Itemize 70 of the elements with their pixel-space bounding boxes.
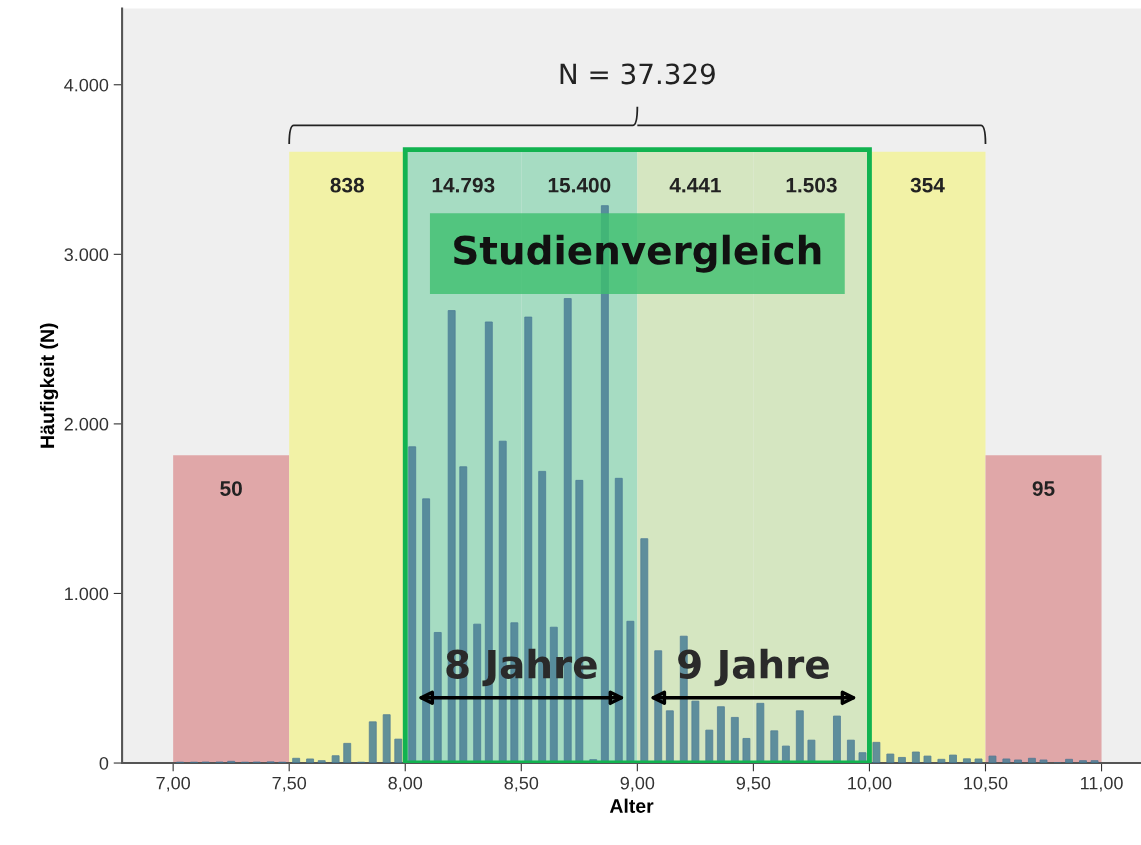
bar [691,700,700,764]
bar [1090,760,1099,764]
annotation: Studienvergleich [454,234,821,273]
bar [1028,757,1036,764]
bar [343,742,352,764]
x-tick-label: 10,50 [964,776,1008,792]
bar [614,477,623,764]
x-tick-label: 9,50 [736,776,771,792]
x-tick-label: 11,00 [1081,776,1123,792]
bar [937,758,946,764]
bar [872,741,881,764]
x-tick-label: 8,50 [504,776,539,792]
bar [949,754,957,764]
bar [886,753,895,764]
bar [717,706,725,764]
bar [988,755,997,764]
bar [923,755,932,764]
band-label: 95 [1032,481,1055,496]
bar [730,717,739,764]
band-label: 1.503 [786,177,837,193]
bar [1002,758,1011,764]
bar [756,702,765,764]
bar [833,715,841,764]
y-tick-label: 0 [99,756,109,770]
x-tick-label: 9,00 [620,776,655,792]
bar [795,710,804,764]
bar [770,730,779,764]
bar [807,739,816,764]
bar [306,758,314,764]
band-label: 354 [910,177,945,193]
y-tick-label: 2.000 [64,417,109,431]
bar [742,738,751,764]
bar [665,710,674,764]
bar [963,758,971,764]
bar [331,755,340,764]
bar [898,757,906,764]
bar [317,760,326,764]
x-tick-label: 10,00 [848,776,892,792]
y-tick-label: 4.000 [64,78,109,92]
bar [1014,759,1022,764]
bar [974,758,983,764]
bar [382,714,391,764]
bar [640,538,649,764]
y-tick-label: 1.000 [65,587,109,601]
bar [422,498,431,764]
bar [408,446,417,764]
bar [846,739,855,764]
band-label: 4.441 [669,178,721,193]
bar [473,623,482,764]
bar [1079,760,1087,764]
y-tick-label: 3.000 [64,248,109,262]
bar [626,620,635,764]
y-axis-title: Häufigkeit (N) [39,323,59,448]
bar [1065,758,1073,764]
bar [394,738,403,764]
bar [1039,759,1048,764]
x-axis-title: Alter [609,798,654,813]
x-tick-label: 7,50 [272,776,307,792]
bar [433,632,442,764]
band-label: 15.400 [548,177,611,193]
band-label: 14.793 [432,177,495,193]
annotation: N = 37.329 [560,63,715,85]
bar [292,757,301,764]
x-tick-label: 7,00 [156,776,191,792]
bar [368,721,377,764]
bar [911,751,920,764]
band-label: 50 [220,481,242,496]
band-label: 838 [330,177,364,193]
x-tick-label: 8,00 [388,776,423,792]
bar [705,729,714,764]
